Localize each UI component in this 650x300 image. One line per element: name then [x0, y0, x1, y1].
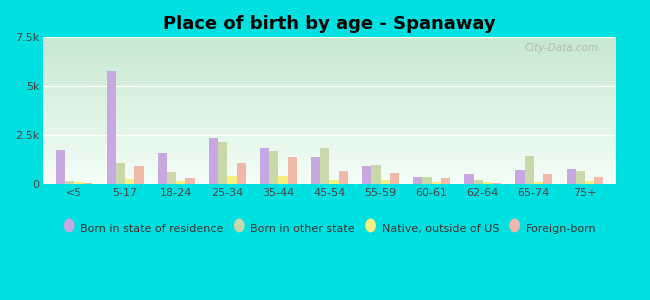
Bar [237, 163, 246, 184]
Bar [422, 177, 432, 184]
Bar [74, 182, 83, 184]
Bar [107, 71, 116, 184]
Text: City-Data.com: City-Data.com [525, 43, 599, 53]
Bar [185, 178, 194, 184]
Bar [176, 181, 185, 184]
Bar [585, 181, 594, 184]
Bar [311, 157, 320, 184]
Bar [594, 177, 603, 184]
Bar [269, 152, 278, 184]
Bar [515, 170, 525, 184]
Bar [116, 163, 125, 184]
Bar [330, 180, 339, 184]
Bar [492, 183, 501, 184]
Title: Place of birth by age - Spanaway: Place of birth by age - Spanaway [163, 15, 496, 33]
Bar [218, 142, 227, 184]
Bar [167, 172, 176, 184]
Bar [483, 182, 492, 184]
Bar [56, 150, 65, 184]
Bar [125, 179, 135, 184]
Bar [287, 157, 297, 184]
Bar [65, 181, 74, 184]
Bar [135, 166, 144, 184]
Bar [441, 178, 450, 184]
Bar [474, 180, 483, 184]
Bar [362, 166, 371, 184]
Bar [432, 182, 441, 184]
Legend: Born in state of residence, Born in other state, Native, outside of US, Foreign-: Born in state of residence, Born in othe… [58, 218, 601, 238]
Bar [339, 171, 348, 184]
Bar [158, 153, 167, 184]
Bar [278, 176, 287, 184]
Bar [390, 173, 399, 184]
Bar [576, 171, 585, 184]
Bar [543, 174, 552, 184]
Bar [464, 174, 474, 184]
Bar [227, 176, 237, 184]
Bar [413, 177, 423, 184]
Bar [320, 148, 330, 184]
Bar [260, 148, 269, 184]
Bar [371, 165, 380, 184]
Bar [525, 156, 534, 184]
Bar [209, 138, 218, 184]
Bar [534, 182, 543, 184]
Bar [567, 169, 576, 184]
Bar [380, 180, 390, 184]
Bar [83, 183, 92, 184]
